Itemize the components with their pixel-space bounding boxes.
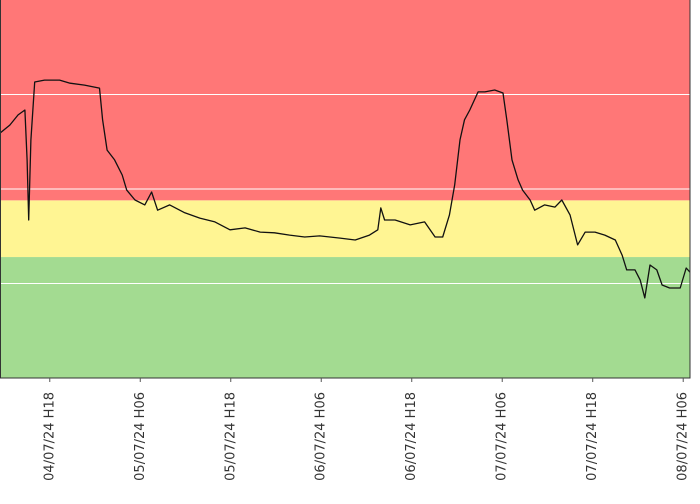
x-tick-label: 07/07/24 H06 <box>495 392 510 481</box>
x-tick-label: 06/07/24 H06 <box>314 392 329 481</box>
x-tick-label: 05/07/24 H18 <box>223 392 238 481</box>
plot-border <box>0 0 691 379</box>
x-tick-label: 05/07/24 H06 <box>133 392 148 481</box>
x-tick-label: 06/07/24 H18 <box>404 392 419 481</box>
x-tick-label: 07/07/24 H18 <box>585 392 600 481</box>
x-tick-label: 04/07/24 H18 <box>42 392 57 481</box>
band <box>0 0 690 201</box>
x-tick-label: 08/07/24 H06 <box>676 392 691 481</box>
band <box>0 200 690 258</box>
band <box>0 257 690 378</box>
data-line <box>0 79 691 299</box>
